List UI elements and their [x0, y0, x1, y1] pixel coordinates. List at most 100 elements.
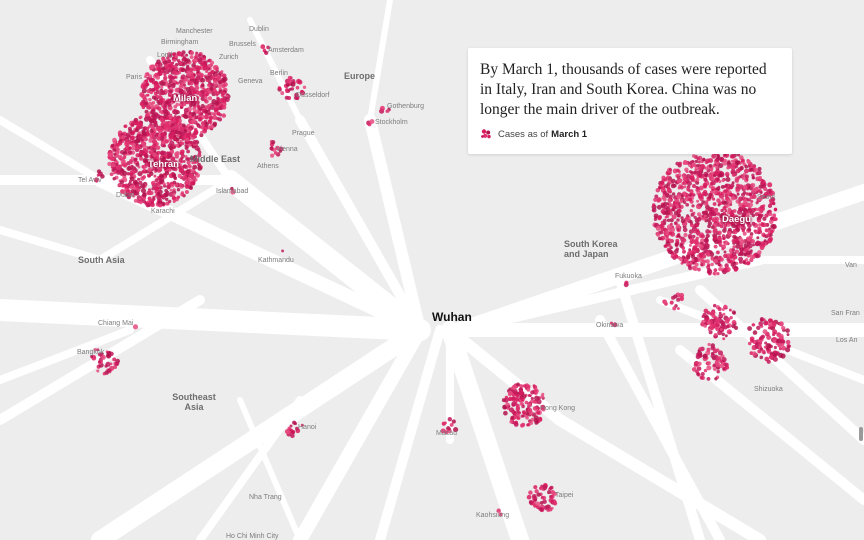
case-dot — [177, 173, 182, 179]
case-dot — [723, 267, 728, 272]
case-dot — [173, 104, 178, 109]
city-label: Brussels — [229, 41, 256, 48]
case-dot — [703, 308, 709, 314]
case-dot — [220, 70, 224, 74]
case-dot — [758, 175, 763, 180]
case-dot — [151, 87, 155, 92]
case-dot — [663, 222, 667, 225]
case-dot — [740, 249, 744, 254]
case-dot — [759, 347, 764, 351]
case-dot — [724, 184, 728, 188]
case-dot — [760, 194, 764, 198]
case-dot — [112, 137, 117, 143]
case-dot — [173, 108, 177, 113]
case-dot — [168, 64, 173, 69]
case-dot — [110, 143, 115, 148]
case-dot — [664, 205, 669, 210]
case-dot — [145, 104, 151, 110]
case-dot — [158, 110, 162, 114]
case-dot — [722, 206, 727, 211]
case-dot — [756, 236, 760, 240]
case-dot — [756, 170, 762, 176]
case-dot — [702, 189, 708, 195]
case-dot — [171, 52, 176, 56]
scrollbar[interactable] — [858, 0, 864, 540]
case-dot — [752, 165, 756, 169]
case-dot — [708, 330, 713, 335]
case-dot — [665, 214, 670, 218]
case-dot — [690, 254, 696, 259]
case-dot — [161, 194, 166, 200]
case-dot — [653, 213, 659, 219]
case-dot — [676, 212, 681, 218]
case-dot — [212, 112, 217, 116]
case-dot — [666, 202, 670, 206]
city-label: Tel Aviv — [78, 177, 102, 184]
case-dot — [152, 195, 156, 199]
case-dot — [207, 106, 211, 110]
case-dot — [157, 71, 163, 76]
case-dot — [547, 490, 551, 495]
case-dot — [672, 306, 677, 311]
case-dot — [210, 70, 214, 74]
case-dot — [744, 210, 748, 214]
case-dot — [129, 176, 135, 182]
case-dot — [717, 256, 722, 261]
case-dot — [193, 80, 199, 85]
case-dot — [133, 157, 138, 162]
case-dot — [200, 124, 205, 130]
case-dot — [161, 151, 165, 156]
case-dot — [503, 397, 509, 403]
case-dot — [285, 89, 289, 93]
case-dot — [768, 233, 773, 237]
case-dot — [697, 155, 703, 161]
case-dot — [679, 295, 685, 301]
case-dot — [260, 44, 266, 50]
case-dot — [704, 173, 709, 178]
case-dot — [710, 310, 716, 316]
case-dot — [134, 184, 139, 189]
case-dot — [715, 318, 720, 324]
case-dot — [156, 66, 162, 71]
case-dot — [169, 134, 174, 140]
case-dot — [188, 89, 194, 95]
case-dot — [447, 427, 451, 431]
case-dot — [194, 85, 200, 91]
scrollbar-thumb[interactable] — [859, 427, 863, 441]
case-dot — [694, 361, 699, 366]
case-dot — [682, 227, 688, 233]
case-dot — [179, 151, 184, 156]
case-dot — [718, 163, 724, 169]
region-label-line: South Korea — [564, 239, 618, 249]
case-dot — [167, 129, 171, 132]
case-dot — [147, 146, 151, 150]
case-dot — [690, 171, 694, 175]
case-dot — [264, 50, 269, 56]
case-dot — [97, 352, 102, 357]
case-dot — [147, 188, 152, 192]
route-line — [91, 321, 429, 540]
case-dot — [141, 105, 146, 110]
route-line — [554, 414, 766, 540]
case-dot — [139, 156, 144, 161]
case-dot — [708, 163, 713, 168]
city-label: Shizuoka — [754, 386, 783, 393]
case-dot — [184, 189, 189, 195]
case-dot — [151, 125, 155, 129]
case-dot — [721, 178, 725, 183]
case-dot — [142, 129, 146, 132]
case-dot — [172, 188, 176, 192]
case-dot — [702, 353, 708, 359]
case-dot — [203, 95, 208, 100]
case-dot — [197, 153, 202, 158]
case-dot — [536, 399, 542, 405]
case-dot — [757, 226, 762, 231]
case-dot — [207, 72, 211, 77]
case-dot — [117, 183, 121, 186]
case-dot — [116, 169, 121, 175]
case-dot — [540, 394, 545, 399]
case-dot — [663, 201, 668, 207]
case-dot — [744, 168, 749, 174]
case-dot — [728, 216, 733, 221]
